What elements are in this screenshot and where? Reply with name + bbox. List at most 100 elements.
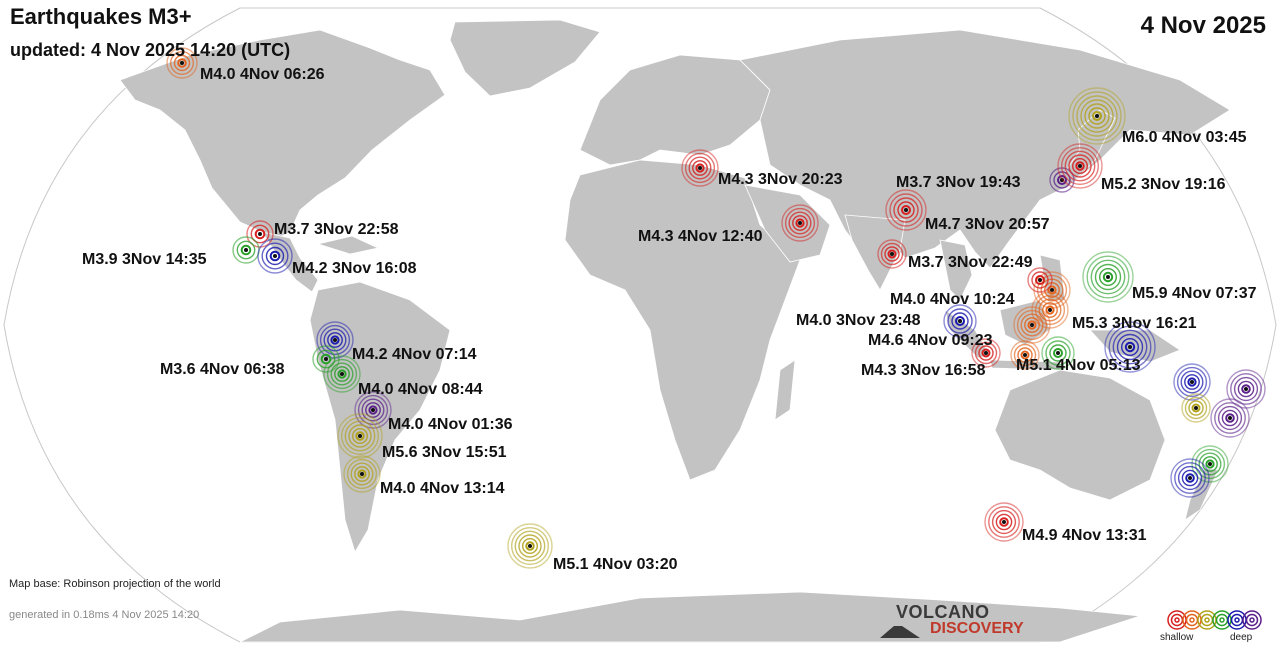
land-australia bbox=[994, 369, 1166, 501]
marker-ring bbox=[250, 224, 270, 244]
earthquake-label[interactable]: M4.3 3Nov 20:23 bbox=[718, 171, 843, 188]
earthquake-label[interactable]: M5.3 3Nov 16:21 bbox=[1072, 315, 1197, 332]
earthquake-marker[interactable] bbox=[1068, 87, 1126, 145]
earthquake-marker[interactable] bbox=[257, 238, 293, 274]
earthquake-label[interactable]: M4.2 4Nov 07:14 bbox=[352, 346, 477, 363]
epicenter-dot bbox=[1106, 275, 1110, 279]
earthquake-label[interactable]: M4.0 3Nov 23:48 bbox=[796, 312, 921, 329]
marker-ring bbox=[1221, 409, 1239, 427]
earthquake-label[interactable]: M4.7 3Nov 20:57 bbox=[925, 216, 1050, 233]
marker-ring bbox=[884, 246, 900, 262]
earthquake-marker[interactable] bbox=[1210, 398, 1250, 438]
marker-ring bbox=[352, 428, 369, 445]
earthquake-label[interactable]: M6.0 4Nov 03:45 bbox=[1122, 129, 1247, 146]
legend-depth-ring bbox=[1242, 610, 1262, 630]
earthquake-marker[interactable] bbox=[877, 239, 907, 269]
volcano-discovery-logo[interactable]: VOLCANO DISCOVERY bbox=[880, 602, 1040, 642]
earthquake-marker[interactable] bbox=[323, 355, 361, 393]
epicenter-dot bbox=[360, 472, 364, 476]
earthquake-marker[interactable] bbox=[681, 149, 719, 187]
earthquake-marker[interactable] bbox=[1041, 336, 1075, 370]
earthquake-label[interactable]: M4.0 4Nov 08:44 bbox=[358, 381, 483, 398]
earthquake-marker[interactable] bbox=[1031, 291, 1069, 329]
marker-ring bbox=[316, 349, 336, 369]
earthquake-marker[interactable] bbox=[1057, 143, 1103, 189]
earthquake-marker[interactable] bbox=[971, 338, 1001, 368]
marker-ring bbox=[177, 58, 187, 68]
earthquake-marker[interactable] bbox=[943, 304, 977, 338]
earthquake-label[interactable]: M3.6 4Nov 06:38 bbox=[160, 361, 285, 378]
earthquake-marker[interactable] bbox=[1104, 321, 1156, 373]
earthquake-label[interactable]: M4.0 4Nov 06:26 bbox=[200, 66, 325, 83]
marker-ring bbox=[1181, 469, 1199, 487]
earthquake-marker[interactable] bbox=[1010, 340, 1040, 370]
earthquake-marker[interactable] bbox=[312, 345, 340, 373]
earthquake-label[interactable]: M4.0 4Nov 10:24 bbox=[890, 291, 1015, 308]
land-north-america bbox=[119, 29, 446, 239]
marker-ring bbox=[330, 335, 340, 345]
marker-ring bbox=[971, 338, 1001, 368]
earthquake-label[interactable]: M5.9 4Nov 07:37 bbox=[1132, 285, 1257, 302]
earthquake-marker[interactable] bbox=[1082, 251, 1134, 303]
marker-ring bbox=[269, 250, 281, 262]
epicenter-dot bbox=[1038, 278, 1042, 282]
earthquake-label[interactable]: M4.9 4Nov 13:31 bbox=[1022, 527, 1147, 544]
earthquake-marker[interactable] bbox=[781, 204, 819, 242]
earthquake-marker[interactable] bbox=[1173, 363, 1211, 401]
volcano-icon bbox=[880, 626, 920, 638]
marker-ring bbox=[257, 238, 293, 274]
earthquake-label[interactable]: M4.2 3Nov 16:08 bbox=[292, 260, 417, 277]
earthquake-marker[interactable] bbox=[1170, 458, 1210, 498]
epicenter-dot bbox=[1050, 288, 1054, 292]
marker-ring bbox=[1049, 344, 1067, 362]
earthquake-label[interactable]: M4.3 4Nov 12:40 bbox=[638, 228, 763, 245]
earthquake-label[interactable]: M3.7 3Nov 22:49 bbox=[908, 254, 1033, 271]
marker-ring bbox=[947, 308, 973, 334]
earthquake-label[interactable]: M5.1 4Nov 03:20 bbox=[553, 556, 678, 573]
epicenter-dot bbox=[1194, 406, 1198, 410]
marker-ring bbox=[792, 215, 808, 231]
epicenter-dot bbox=[890, 252, 894, 256]
marker-ring bbox=[885, 189, 927, 231]
earthquake-marker[interactable] bbox=[885, 189, 927, 231]
earthquake-label[interactable]: M4.0 4Nov 01:36 bbox=[388, 416, 513, 433]
earthquake-marker[interactable] bbox=[507, 523, 553, 569]
marker-ring bbox=[1185, 473, 1195, 483]
marker-ring bbox=[1173, 363, 1211, 401]
marker-ring bbox=[1076, 95, 1118, 137]
epicenter-dot bbox=[371, 408, 375, 412]
epicenter-dot bbox=[1095, 114, 1099, 118]
earthquake-label[interactable]: M4.6 4Nov 09:23 bbox=[868, 332, 993, 349]
marker-ring bbox=[880, 242, 904, 266]
earthquake-label[interactable]: M5.6 3Nov 15:51 bbox=[382, 444, 507, 461]
earthquake-label[interactable]: M4.3 3Nov 16:58 bbox=[861, 362, 986, 379]
marker-ring bbox=[1057, 143, 1103, 189]
land-indochina bbox=[939, 239, 973, 301]
earthquake-marker[interactable] bbox=[354, 391, 392, 429]
marker-ring bbox=[1071, 157, 1088, 174]
earthquake-marker[interactable] bbox=[337, 413, 383, 459]
marker-ring bbox=[1082, 251, 1134, 303]
earthquake-marker[interactable] bbox=[166, 47, 198, 79]
marker-ring bbox=[1086, 255, 1130, 299]
earthquake-label[interactable]: M5.2 3Nov 19:16 bbox=[1101, 176, 1226, 193]
earthquake-label[interactable]: M5.1 4Nov 05:13 bbox=[1016, 357, 1141, 374]
earthquake-marker[interactable] bbox=[1181, 393, 1211, 423]
earthquake-label[interactable]: M4.0 4Nov 13:14 bbox=[380, 480, 505, 497]
marker-ring bbox=[1174, 462, 1206, 494]
marker-ring bbox=[1230, 373, 1262, 405]
marker-ring bbox=[1181, 393, 1211, 423]
earthquake-marker[interactable] bbox=[343, 455, 381, 493]
earthquake-marker[interactable] bbox=[232, 236, 260, 264]
marker-ring bbox=[1237, 380, 1255, 398]
earthquake-marker[interactable] bbox=[984, 502, 1024, 542]
earthquake-label[interactable]: M3.9 3Nov 14:35 bbox=[82, 251, 207, 268]
earthquake-label[interactable]: M3.7 3Nov 19:43 bbox=[896, 174, 1021, 191]
earthquake-marker[interactable] bbox=[1226, 369, 1266, 409]
earthquake-marker[interactable] bbox=[1191, 445, 1229, 483]
epicenter-dot bbox=[1228, 416, 1232, 420]
earthquake-label[interactable]: M3.7 3Nov 22:58 bbox=[274, 221, 399, 238]
marker-ring bbox=[355, 431, 365, 441]
earthquake-marker[interactable] bbox=[1027, 267, 1053, 293]
